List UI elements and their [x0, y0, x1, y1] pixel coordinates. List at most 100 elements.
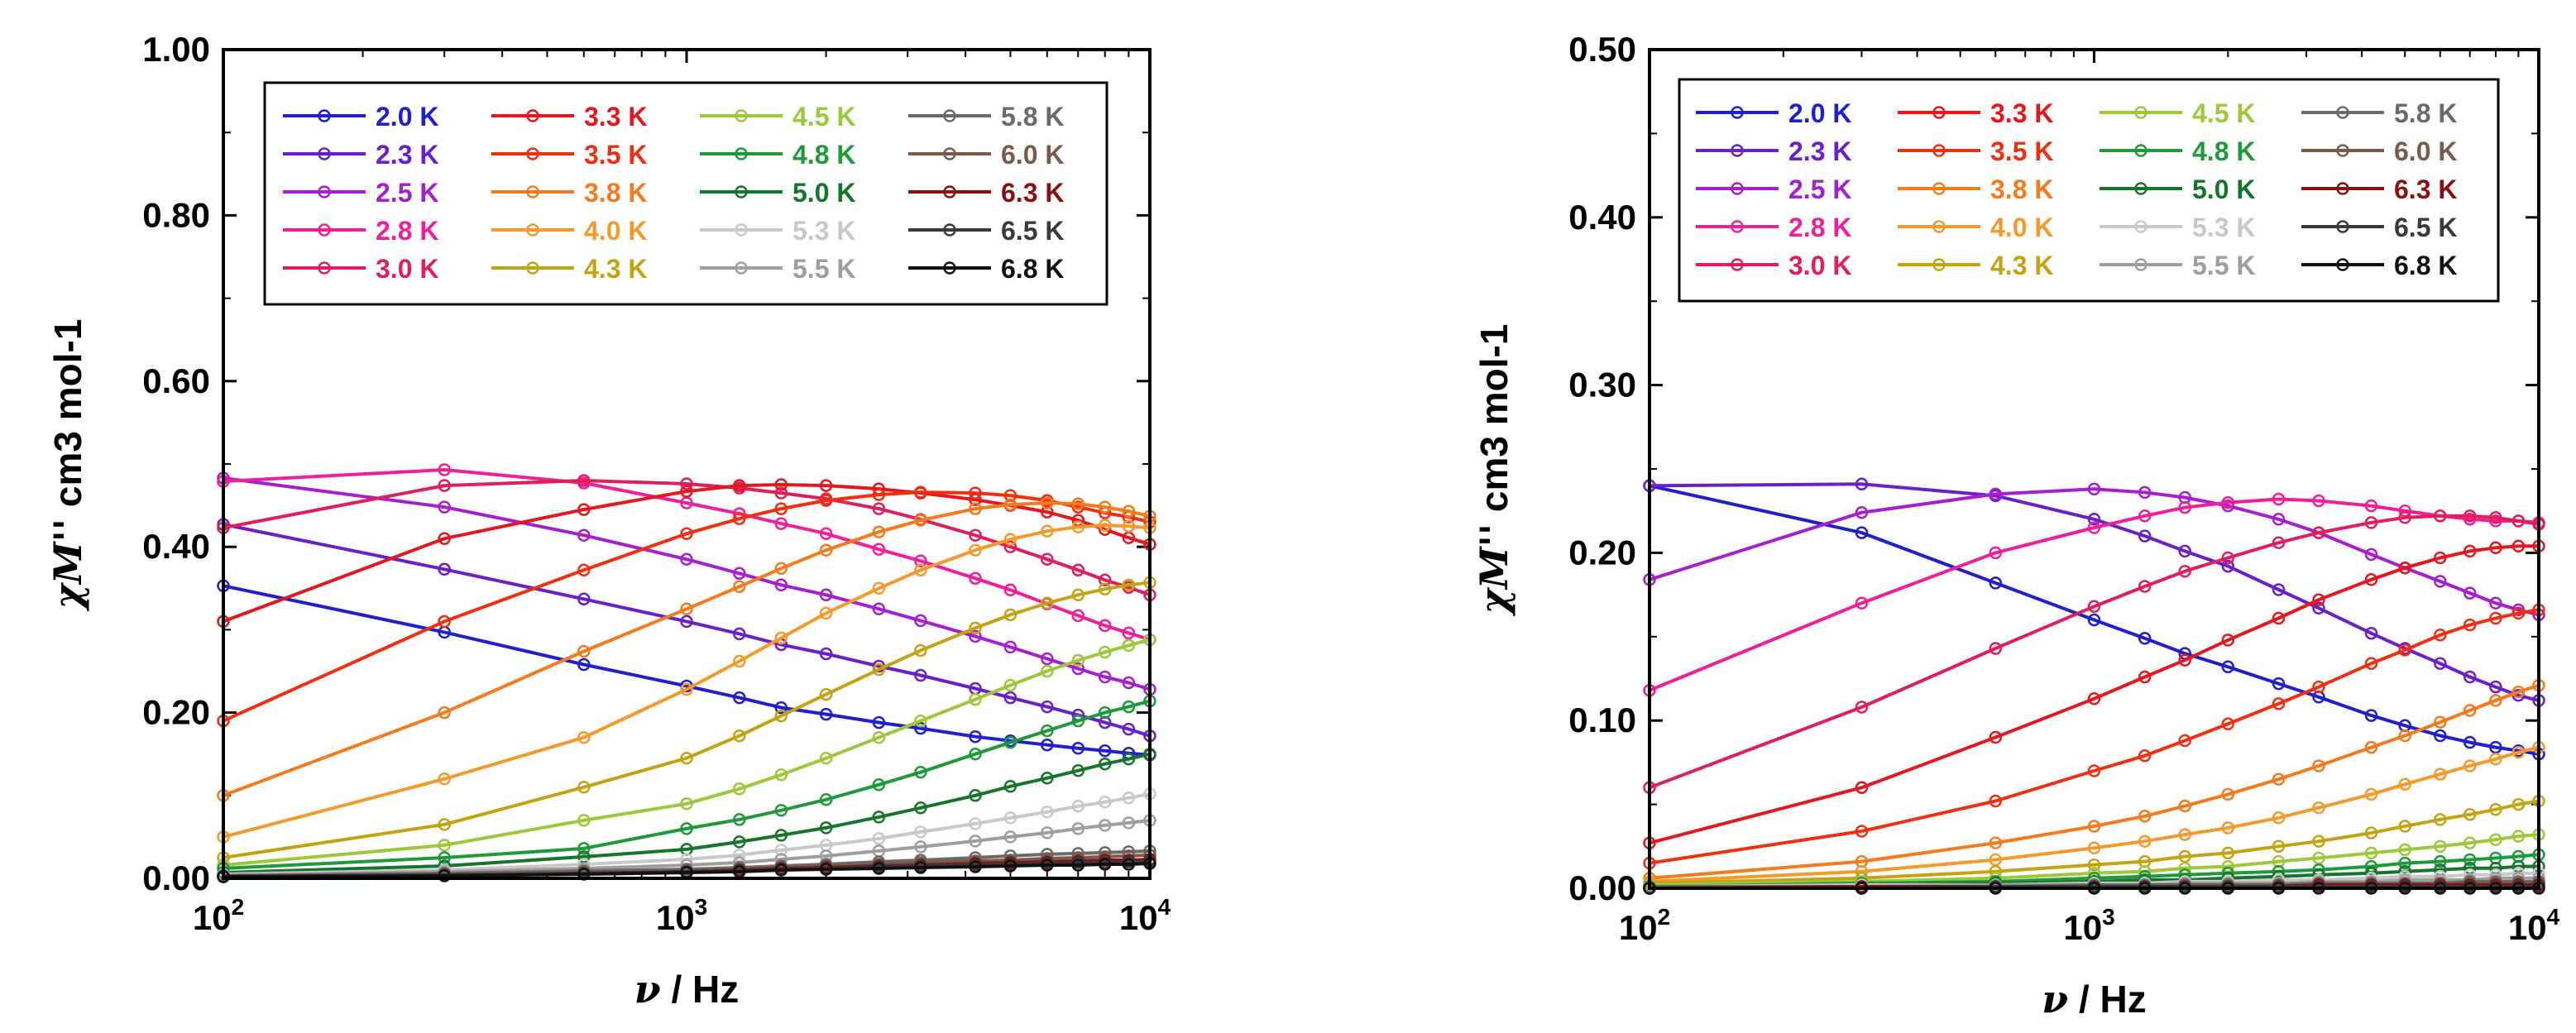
chart-left-data-point — [969, 528, 982, 542]
chart-right-data-point — [2312, 759, 2325, 772]
chart-left-data-point — [914, 801, 927, 815]
chart-left-data-point — [819, 479, 833, 492]
chart-right-legend-label: 2.8 K — [1788, 213, 1851, 242]
chart-left-data-point — [914, 861, 927, 874]
chart-left-data-point — [1098, 819, 1112, 832]
chart-right-data-point — [2434, 575, 2447, 588]
chart-right-data-point — [2398, 729, 2411, 743]
chart-right-series-line — [1649, 745, 2540, 883]
chart-left-data-point — [914, 721, 927, 735]
chart-left-data-point — [438, 463, 451, 476]
chart-right-data-point — [2489, 596, 2502, 610]
chart-left-y-axis-variable: χM'' — [45, 519, 90, 611]
chart-left-data-point — [1041, 806, 1054, 819]
chart-right-data-point — [2489, 511, 2502, 524]
chart-right-legend-marker — [2134, 220, 2147, 233]
chart-right-y-tick-label: 0.10 — [1568, 701, 1636, 739]
chart-left-legend-label: 6.3 K — [1001, 178, 1064, 208]
chart-right-y-tick-label: 0.50 — [1568, 30, 1636, 69]
chart-left-data-point — [872, 811, 886, 824]
chart-right-data-point — [1989, 794, 2003, 808]
chart-left-data-point — [872, 488, 886, 501]
chart-left-data-point — [1071, 741, 1085, 755]
chart-right-data-point — [2087, 600, 2101, 614]
chart-right-y-axis-variable: χM'' — [1472, 524, 1516, 616]
chart-right-data-point — [2312, 593, 2325, 606]
chart-left-x-tick-label: 103 — [656, 894, 707, 937]
chart-left-data-point — [733, 479, 746, 492]
chart-right-data-point — [1855, 477, 1869, 491]
chart-left-data-point — [969, 789, 982, 802]
chart-right-legend-label: 3.5 K — [1990, 136, 2053, 166]
chart-right-legend-label: 2.0 K — [1788, 98, 1851, 128]
chart-left-legend-label: 3.8 K — [584, 178, 647, 208]
chart-left-data-point — [819, 707, 833, 721]
chart-right-data-point — [2511, 745, 2526, 759]
chart-right-legend-label: 5.3 K — [2192, 213, 2255, 242]
chart-left-x-axis-variable: ν — [634, 967, 661, 1011]
chart-left-series-line — [223, 523, 1151, 738]
chart-left-data-point — [1003, 583, 1017, 597]
chart-left-legend-marker — [318, 147, 331, 160]
chart-right-data-point — [1989, 730, 2003, 744]
chart-left-data-point — [969, 486, 982, 500]
chart-right-data-point — [2138, 810, 2152, 823]
chart-right-data-point — [2463, 586, 2477, 600]
chart-left-data-point — [680, 797, 693, 811]
chart-right-legend-marker — [2134, 182, 2147, 195]
chart-left-data-point — [733, 813, 746, 826]
chart-right-data-point — [2272, 492, 2286, 506]
chart-left-series-line — [223, 581, 1151, 859]
chart-right-data-point — [2272, 811, 2286, 825]
chart-right-legend-marker — [2336, 144, 2349, 157]
chart-left-data-point — [872, 730, 886, 744]
chart-right-data-point — [2178, 500, 2191, 514]
chart-left-data-point — [1003, 859, 1017, 873]
chart-right-x-axis-label: ν / Hz — [2042, 977, 2146, 1021]
chart-right-legend-marker — [1731, 144, 1744, 157]
chart-right-data-point — [2434, 715, 2447, 729]
chart-right-data-point — [2398, 777, 2411, 791]
chart-left-data-point — [1122, 578, 1136, 592]
chart-left-legend-label: 6.0 K — [1001, 140, 1064, 170]
chart-right-legend-marker — [2134, 106, 2147, 119]
chart-left-data-point — [872, 662, 886, 677]
chart-right-legend-marker — [2134, 144, 2147, 157]
chart-right-x-tick-exponent: 3 — [2102, 904, 2115, 930]
chart-right-data-point — [2511, 606, 2526, 620]
chart-left-legend-marker — [318, 261, 331, 275]
chart-right-data-point — [2398, 843, 2411, 857]
chart-right-legend-marker — [1932, 258, 1946, 271]
chart-right-data-point — [2138, 749, 2152, 763]
chart-right-data-point — [2087, 613, 2101, 627]
chart-right-legend-label: 5.5 K — [2192, 251, 2255, 280]
chart-left-data-point — [1098, 582, 1112, 596]
chart-left-data-point — [1122, 626, 1136, 640]
chart-left-data-point — [969, 860, 982, 873]
chart-right-data-point — [2138, 485, 2152, 500]
chart-right-data-point — [2312, 601, 2325, 615]
chart-left-data-point — [1071, 662, 1085, 676]
chart-right-data-point — [2364, 826, 2378, 839]
chart-left-data-point — [914, 485, 927, 499]
chart-right-data-point — [2272, 536, 2286, 549]
chart-right-data-point — [1989, 642, 2003, 655]
chart-left-data-point — [680, 477, 693, 490]
chart-left-data-point — [438, 839, 451, 852]
chart-right-data-point — [2138, 835, 2152, 848]
chart-left-data-point — [1003, 678, 1017, 692]
chart-right-x-tick-base: 10 — [2063, 908, 2102, 947]
chart-right-data-point — [2087, 858, 2101, 872]
chart-right-legend-label: 4.0 K — [1990, 213, 2053, 242]
chart-right-data-point — [1855, 596, 1869, 610]
chart-left-y-tick-label: 0.80 — [142, 195, 210, 234]
chart-left-data-point — [914, 643, 927, 658]
chart-left-data-point — [733, 729, 746, 743]
chart-left-data-point — [1071, 800, 1085, 813]
chart-left-series-line — [223, 818, 1151, 877]
chart-left-data-point — [733, 567, 746, 581]
chart-right-data-point — [2434, 629, 2447, 642]
chart-right-series-line — [1649, 487, 2540, 617]
chart-left-data-point — [1003, 780, 1017, 793]
